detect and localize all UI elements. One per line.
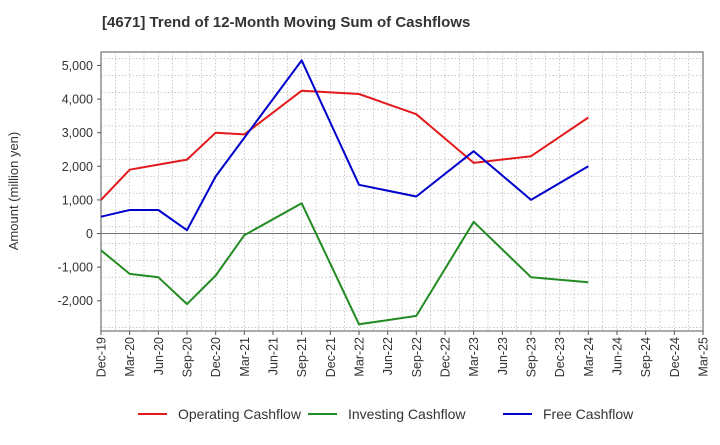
x-tick-label: Mar-23: [467, 337, 481, 377]
x-tick-label: Jun-24: [611, 337, 625, 375]
x-tick-label: Sep-24: [639, 337, 653, 377]
grid: [101, 52, 703, 331]
y-tick-label: 3,000: [62, 126, 93, 140]
y-tick-label: 4,000: [62, 93, 93, 107]
y-tick-label: 0: [86, 227, 93, 241]
y-tick-label: 2,000: [62, 160, 93, 174]
chart-title: [4671] Trend of 12-Month Moving Sum of C…: [102, 14, 471, 31]
x-tick-label: Mar-22: [353, 337, 367, 377]
x-tick-label: Jun-22: [381, 337, 395, 375]
axes: 5,000 4,000 3,000 2,000 1,000 0 -1,000 -2,000 De…: [58, 51, 711, 377]
legend: Operating Cashflow Investing Cashflow Free…: [138, 406, 634, 422]
legend-item: Free Cashflow: [503, 406, 634, 422]
series-line: [100, 59, 589, 232]
x-tick-label: Sep-21: [295, 337, 309, 377]
x-tick-label: Mar-21: [238, 337, 252, 377]
x-tick-label: Sep-20: [181, 337, 195, 377]
series-line: [100, 89, 589, 201]
y-axis-label: Amount (million yen): [6, 132, 21, 251]
legend-item: Operating Cashflow: [138, 406, 302, 422]
x-tick-label: Dec-23: [553, 337, 567, 377]
x-tick-label: Dec-20: [209, 337, 223, 377]
x-tick-label: Dec-19: [95, 337, 109, 377]
legend-item: Investing Cashflow: [308, 406, 466, 422]
y-tick-label: -2,000: [58, 294, 93, 308]
x-tick-label: Jun-20: [152, 337, 166, 375]
x-tick-label: Sep-22: [410, 337, 424, 377]
x-tick-label: Mar-24: [582, 337, 596, 377]
y-tick-label: 1,000: [62, 193, 93, 207]
plot-border: [100, 51, 704, 332]
x-tick-label: Dec-24: [668, 337, 682, 377]
x-tick-label: Mar-25: [697, 337, 711, 377]
series-line: [100, 202, 589, 326]
x-tick-label: Jun-23: [496, 337, 510, 375]
legend-label: Operating Cashflow: [178, 406, 302, 422]
series-lines: [100, 59, 589, 326]
y-tick-label: -1,000: [58, 261, 93, 275]
legend-label: Investing Cashflow: [348, 406, 466, 422]
legend-label: Free Cashflow: [543, 406, 634, 422]
x-tick-label: Dec-22: [439, 337, 453, 377]
x-tick-label: Dec-21: [324, 337, 338, 377]
y-tick-label: 5,000: [62, 59, 93, 73]
x-tick-label: Sep-23: [525, 337, 539, 377]
x-tick-label: Jun-21: [267, 337, 281, 375]
x-tick-label: Mar-20: [123, 337, 137, 377]
